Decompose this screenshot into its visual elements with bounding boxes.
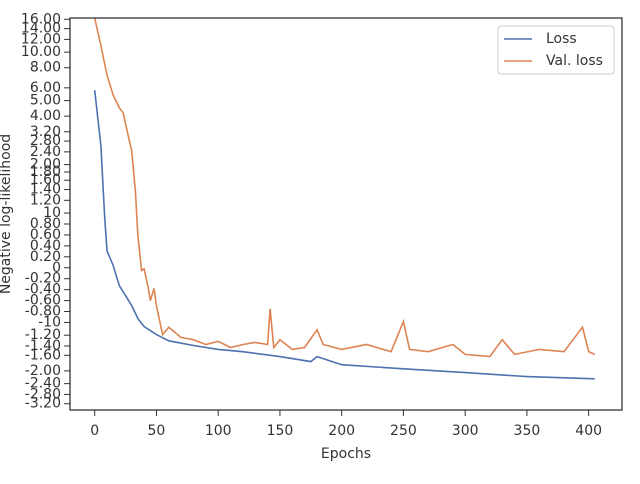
y-tick-label: 3.20 xyxy=(30,124,61,140)
y-tick-label: 0.40 xyxy=(30,238,61,254)
y-tick-label: -0.20 xyxy=(25,271,61,287)
y-tick-label: -2.00 xyxy=(25,363,61,379)
y-tick-label: 2.40 xyxy=(30,144,61,160)
x-axis-label: Epochs xyxy=(321,446,371,462)
y-tick-label: 10 xyxy=(43,205,61,221)
y-tick-label: 10.00 xyxy=(21,44,61,60)
y-tick-label: 16.00 xyxy=(21,11,61,27)
line-series xyxy=(93,90,595,380)
x-tick-label: 50 xyxy=(148,423,166,439)
y-tick-label: -2.80 xyxy=(25,386,61,402)
y-tick-label: -0.80 xyxy=(25,304,61,320)
y-tick-label: -3.20 xyxy=(25,396,61,412)
y-tick-label: 5.00 xyxy=(30,93,61,109)
y-tick-label: 8.00 xyxy=(30,60,61,76)
x-tick-label: 200 xyxy=(328,423,355,439)
y-tick-label: -1.20 xyxy=(25,327,61,343)
line-series xyxy=(93,17,596,358)
y-tick-label: 14.00 xyxy=(21,21,61,37)
y-tick-label: -1.60 xyxy=(25,347,61,363)
y-tick-label: 2.80 xyxy=(30,133,61,149)
y-tick-label: -2.40 xyxy=(25,376,61,392)
plot-frame xyxy=(69,17,623,411)
y-tick-label: 1.60 xyxy=(30,172,61,188)
x-tick-label: 350 xyxy=(514,423,541,439)
y-tick-label: 0.60 xyxy=(30,227,61,243)
x-tick-label: 100 xyxy=(205,423,232,439)
y-tick-label: -1.40 xyxy=(25,338,61,354)
y-tick-label: -0.60 xyxy=(25,293,61,309)
x-tick-label: 250 xyxy=(390,423,417,439)
y-tick-label: 4.00 xyxy=(30,108,61,124)
legend-box xyxy=(497,25,615,75)
y-axis-label: Negative log-likelihood xyxy=(0,134,14,294)
y-tick-label: -0.40 xyxy=(25,282,61,298)
x-tick-label: 0 xyxy=(90,423,99,439)
y-tick-label: 0 xyxy=(52,260,61,276)
y-tick-label: 1.80 xyxy=(30,164,61,180)
y-tick-label: -10 xyxy=(38,314,61,330)
y-tick-label: 0.80 xyxy=(30,216,61,232)
y-tick-label: 6.00 xyxy=(30,80,61,96)
y-tick-label: 1.20 xyxy=(30,192,61,208)
x-tick-label: 150 xyxy=(267,423,294,439)
y-tick-label: 0.20 xyxy=(30,249,61,265)
y-tick-label: 12.00 xyxy=(21,31,61,47)
y-tick-label: 1.40 xyxy=(30,182,61,198)
x-tick-label: 300 xyxy=(452,423,479,439)
y-tick-label: 2.00 xyxy=(30,157,61,173)
x-tick-label: 400 xyxy=(575,423,602,439)
legend-label: Val. loss xyxy=(546,53,603,69)
legend-label: Loss xyxy=(546,31,577,47)
